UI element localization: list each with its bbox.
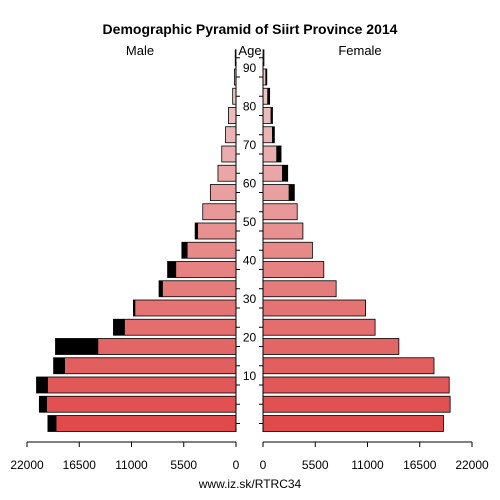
female-bars (262, 49, 451, 432)
age-tick-label: 40 (243, 253, 257, 267)
age-tick-label: 90 (243, 61, 257, 75)
male-bar-60-64 (209, 184, 237, 201)
female-header: Female (338, 43, 381, 58)
male-excess-0-4 (47, 415, 57, 432)
male-excess-20-24 (55, 338, 99, 355)
male-excess-45-49 (181, 242, 188, 259)
male-bar-70-74 (221, 145, 237, 163)
female-excess-95+ (263, 49, 264, 66)
x-axis: 22000 16500 11000 5500 0 0 5500 11000 16500 22000 (10, 441, 489, 472)
female-bar-15-19 (262, 357, 435, 375)
male-excess-40-44 (167, 261, 177, 278)
source-footer: www.iz.sk/RTRC34 (198, 477, 302, 491)
female-excess-60-64 (288, 184, 295, 201)
x-tick-label: 0 (260, 458, 267, 472)
male-excess-25-29 (113, 319, 125, 336)
age-tick-label: 80 (243, 99, 257, 113)
male-bar-15-19 (53, 357, 237, 375)
female-bar-40-44 (262, 261, 325, 278)
female-excess-85-89 (267, 88, 270, 105)
male-bar-80-84 (227, 107, 237, 124)
male-bar-30-34 (132, 299, 237, 317)
age-tick-label: 30 (243, 292, 257, 306)
age-tick-label: 50 (243, 215, 257, 229)
x-tick-label: 5500 (170, 458, 197, 472)
female-bar-55-59 (262, 203, 298, 221)
chart-title: Demographic Pyramid of Siirt Province 20… (103, 21, 398, 37)
age-header: Age (238, 43, 261, 58)
female-bar-35-39 (262, 280, 337, 298)
x-tick-label: 0 (233, 458, 240, 472)
female-bar-20-24 (262, 338, 400, 355)
male-bar-25-29 (113, 318, 237, 336)
x-tick-label: 11000 (351, 458, 384, 472)
male-bar-0-4 (47, 415, 237, 432)
male-bar-35-39 (158, 280, 237, 298)
male-excess-35-39 (159, 280, 163, 297)
age-tick-label: 20 (243, 330, 257, 344)
female-bar-45-49 (262, 241, 313, 259)
x-tick-label: 11000 (115, 458, 148, 472)
age-tick-label: 10 (243, 369, 257, 383)
male-bar-55-59 (202, 203, 237, 221)
x-tick-label: 5500 (302, 458, 329, 472)
male-bar-75-79 (225, 126, 237, 144)
male-bar-10-14 (36, 376, 237, 394)
female-bar-25-29 (262, 318, 376, 336)
male-bar-45-49 (181, 241, 237, 259)
female-excess-80-84 (270, 107, 273, 124)
female-bar-5-9 (262, 395, 451, 413)
male-excess-5-9 (39, 396, 47, 413)
female-excess-90-94 (265, 69, 267, 85)
age-tick-label: 60 (243, 176, 257, 190)
male-header: Male (126, 43, 154, 58)
female-excess-70-74 (276, 146, 282, 162)
age-tick-label: 70 (243, 138, 257, 152)
male-excess-50-54 (195, 223, 198, 239)
male-excess-30-34 (133, 300, 136, 316)
male-bars (36, 49, 237, 432)
x-tick-label: 22000 (10, 458, 44, 472)
male-bar-50-54 (194, 222, 237, 240)
male-bar-40-44 (167, 261, 237, 278)
female-excess-65-69 (282, 165, 288, 182)
female-bar-50-54 (262, 222, 304, 240)
female-bar-30-34 (262, 299, 366, 317)
male-excess-10-14 (36, 377, 48, 393)
x-tick-label: 16500 (403, 458, 437, 472)
age-axis: 10 20 30 40 50 60 70 80 90 (235, 57, 264, 432)
female-bar-0-4 (262, 415, 444, 432)
male-excess-15-19 (53, 357, 65, 374)
female-bar-10-14 (262, 376, 450, 394)
female-excess-75-79 (272, 126, 275, 143)
male-bar-65-69 (217, 164, 237, 182)
x-tick-label: 22000 (455, 458, 489, 472)
male-bar-5-9 (38, 395, 237, 413)
x-tick-label: 16500 (63, 458, 97, 472)
